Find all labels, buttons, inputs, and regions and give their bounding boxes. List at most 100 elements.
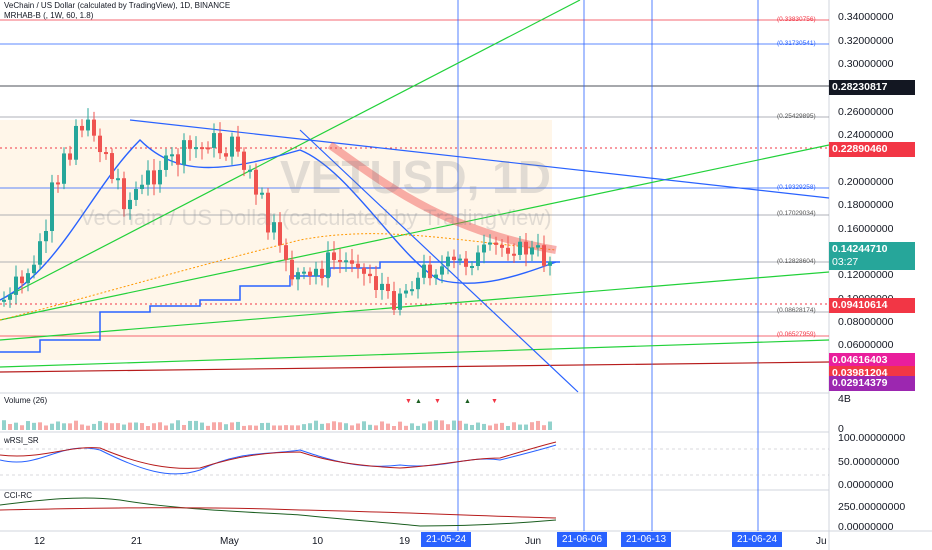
candle-body [446,256,450,267]
candle-body [26,273,30,284]
price-tag: 0.02914379 [829,376,915,391]
candle-body [254,169,258,195]
price-tag: 0.09410614 [829,298,915,313]
candle-body [158,169,162,185]
time-label: 10 [312,536,324,547]
candle-body [290,259,294,280]
fib-label: (0.17029034) [777,210,816,217]
candle-body [428,264,432,279]
volume-bar [74,420,78,430]
trend-line [0,339,830,368]
volume-bar [38,422,42,430]
candle-body [8,294,12,300]
candle-body [548,261,552,266]
volume-bar [8,423,12,430]
buy-marker-icon: ▲ [415,398,422,405]
last-price-tag: 0.14244710 03:27 [829,242,915,270]
volume-bar [512,422,516,430]
volume-bar [176,420,180,430]
candle-body [470,266,474,269]
cci-line [0,497,557,527]
range-band [0,120,552,360]
price-tick: 0.34000000 [838,11,894,23]
volume-bar [398,421,402,430]
volume-bar [404,425,408,430]
price-tag: 0.28230817 [829,80,915,95]
volume-bar [56,421,60,430]
trend-line [0,0,581,301]
volume-bar [422,423,426,430]
volume-bar [428,421,432,430]
volume-bar [452,420,456,430]
volume-bar [32,422,36,430]
volume-bar [50,423,54,430]
bar-countdown: 03:27 [832,256,859,268]
fib-label: (0.06527959) [777,331,816,338]
candle-body [536,245,540,248]
candle-body [260,192,264,195]
candle-body [200,147,204,150]
indicator-label[interactable]: MRHAB-B (, 1W, 60, 1.8) [4,11,94,20]
candle-body [332,252,336,260]
candle-body [326,252,330,279]
volume-bar [140,423,144,430]
price-tag: 0.04616403 [829,353,915,368]
candle-body [128,199,132,210]
volume-bar [254,425,258,430]
candle-body [500,244,504,248]
volume-bar [356,423,360,430]
time-highlight: 21-06-24 [732,532,783,547]
volume-label[interactable]: Volume (26) [4,396,48,405]
candle-body [278,222,282,246]
candle-body [344,260,348,263]
candle-body [530,247,534,255]
candle-body [50,182,54,232]
wrsi-tick: 100.00000000 [838,432,906,444]
cci-tick: 250.00000000 [838,501,906,513]
candle-body [98,135,102,153]
candle-body [488,242,492,245]
candle-body [146,170,150,185]
candle-body [272,222,276,233]
candle-body [188,140,192,149]
volume-bar [110,423,114,430]
candle-body [194,147,198,150]
sell-marker-icon: ▼ [491,398,498,405]
volume-bar [458,420,462,430]
candle-body [452,256,456,261]
volume-bar [308,423,312,430]
volume-bar [470,424,474,430]
wrsi-label[interactable]: wRSI_SR [4,436,39,445]
candle-body [14,276,18,295]
time-label: 19 [399,536,411,547]
volume-bar [260,423,264,430]
volume-bar [500,422,504,430]
volume-bar [542,425,546,430]
volume-bar [134,422,138,430]
price-tick: 0.32000000 [838,35,894,47]
volume-bar [218,422,222,430]
volume-bar [362,421,366,430]
trend-line [129,119,830,199]
volume-bar [440,420,444,430]
volume-bar [68,423,72,430]
candle-body [152,170,156,185]
cci-label[interactable]: CCI-RC [4,491,32,500]
candle-body [2,299,6,302]
candle-body [350,260,354,264]
volume-bar [548,421,552,430]
candle-body [386,283,390,292]
candle-body [248,169,252,172]
volume-bar [446,424,450,430]
volume-bar [350,425,354,430]
volume-tick: 0 [838,423,844,435]
time-highlight: 21-06-13 [621,532,672,547]
rsi-signal [0,441,557,469]
candle-body [80,125,84,131]
candle-body [512,253,516,256]
candle-body [68,153,72,160]
price-tick: 0.16000000 [838,223,894,235]
fib-label: (0.19329258) [777,184,816,191]
candle-body [410,289,414,292]
